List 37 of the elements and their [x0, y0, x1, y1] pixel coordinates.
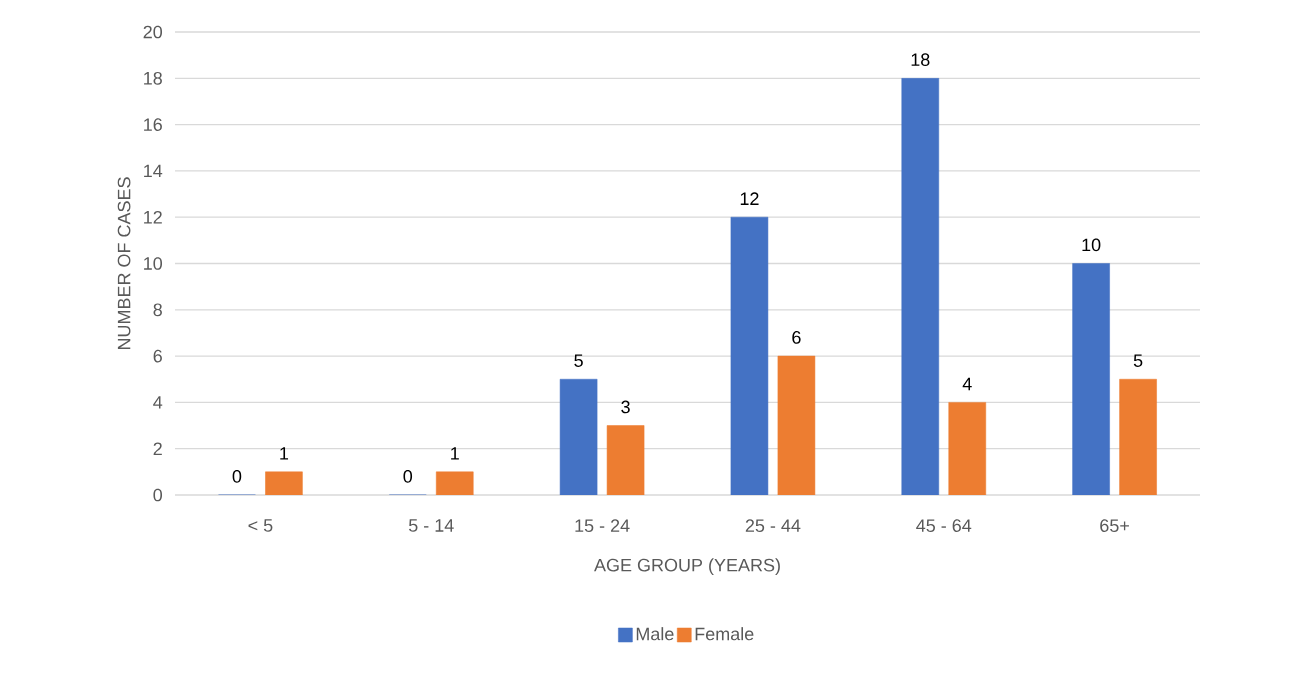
y-tick-label: 10: [144, 257, 163, 270]
y-tick-label: 0: [153, 488, 163, 502]
data-label: 4: [962, 377, 972, 391]
data-label: 6: [792, 331, 801, 344]
x-tick-label: 65+: [1100, 519, 1129, 532]
data-label: 10: [1082, 238, 1101, 252]
y-tick-label: 2: [153, 442, 162, 455]
y-tick-label: 12: [144, 210, 162, 224]
data-label: 1: [451, 447, 459, 460]
y-tick-label: 8: [153, 303, 162, 317]
data-label: 5: [574, 354, 583, 367]
legend-label: Male: [636, 627, 674, 641]
legend-label: Female: [695, 627, 754, 641]
data-label: 5: [1133, 354, 1143, 367]
x-tick-label: 5 - 14: [408, 519, 454, 532]
y-tick-label: 16: [144, 118, 162, 131]
y-tick-label: 20: [143, 25, 163, 39]
y-tick-label: 6: [153, 349, 162, 363]
data-label: 0: [403, 469, 413, 483]
bar: [1072, 263, 1110, 495]
x-tick-label: 15 - 24: [575, 519, 630, 532]
y-tick-label: 14: [144, 164, 163, 178]
y-tick-label: 4: [153, 396, 163, 409]
data-label: 12: [740, 192, 759, 205]
data-label: 1: [280, 447, 289, 460]
bar: [730, 216, 769, 495]
y-axis-title: NUMBER OF CASES: [117, 177, 131, 350]
x-tick-label: 25 - 44: [745, 519, 801, 532]
data-label: 3: [621, 400, 630, 414]
data-label: 0: [232, 469, 242, 483]
data-label: 18: [911, 53, 930, 67]
bar: [559, 378, 598, 495]
x-tick-label: < 5: [248, 519, 273, 532]
x-tick-label: 45 - 64: [916, 519, 972, 532]
x-axis-title: AGE GROUP (YEARS): [594, 558, 780, 576]
bar: [901, 78, 940, 495]
y-tick-label: 18: [144, 71, 162, 85]
